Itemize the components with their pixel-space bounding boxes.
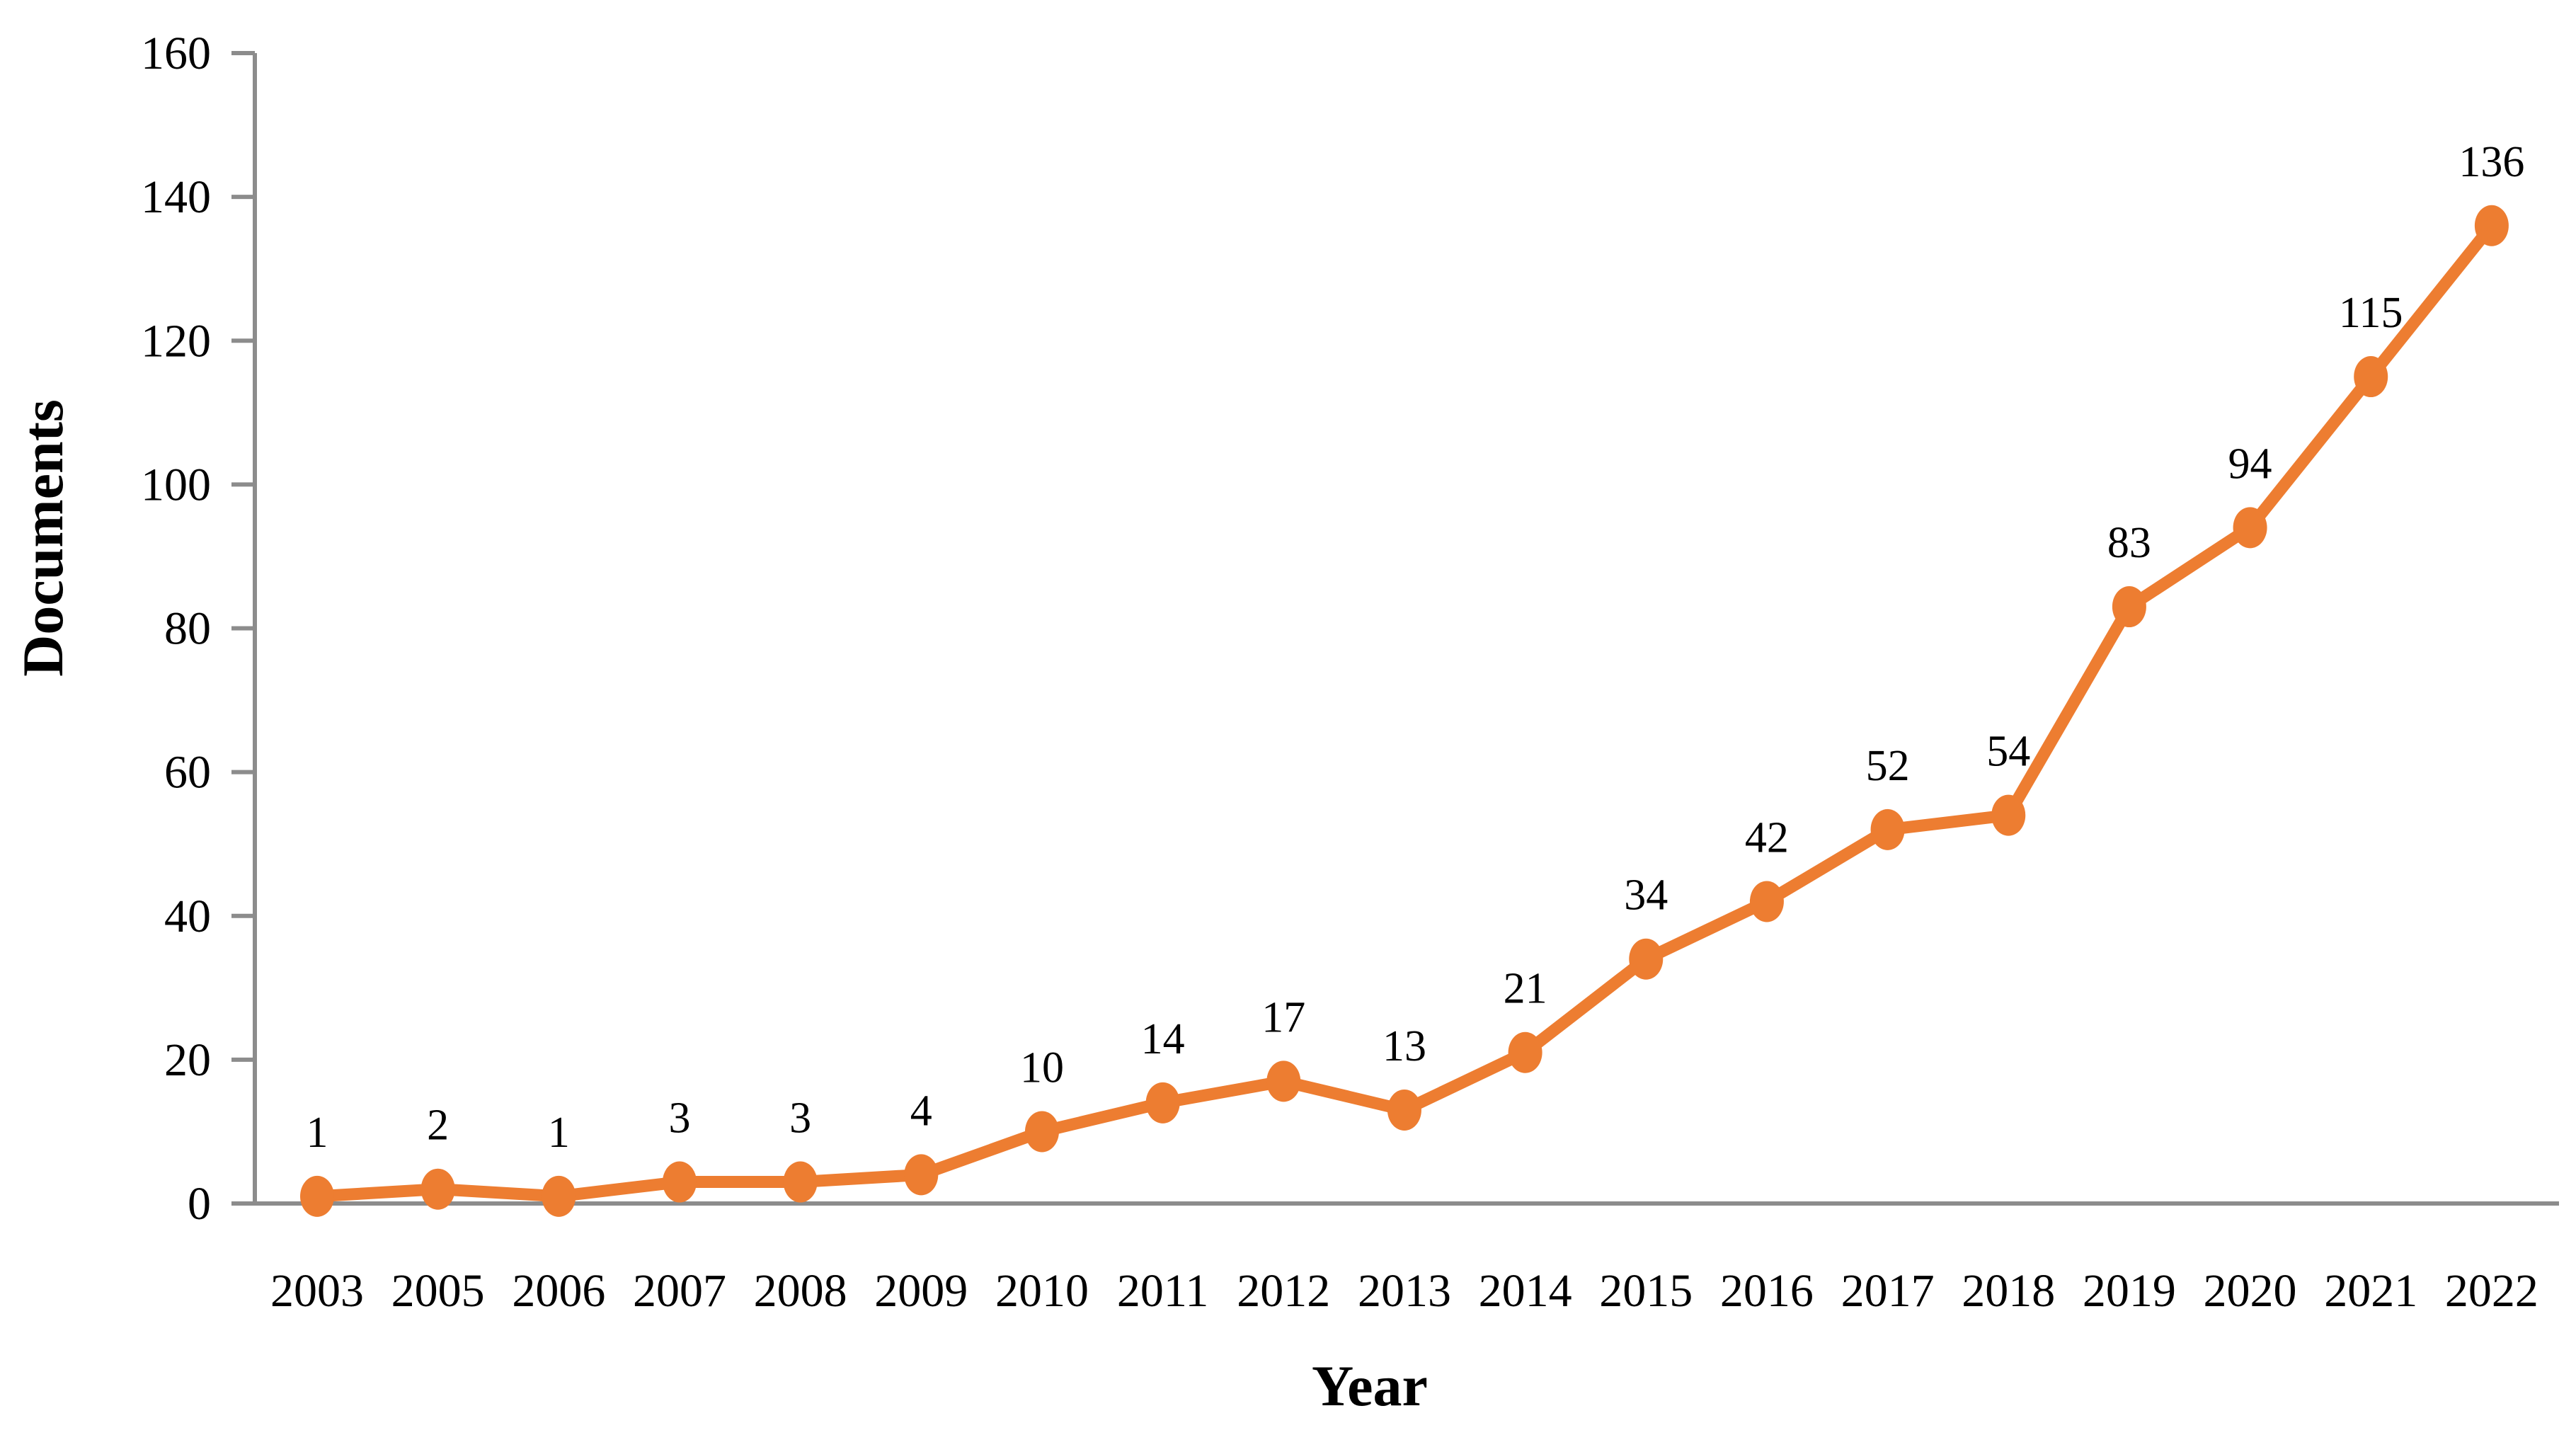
data-point-2021 (2354, 356, 2388, 398)
data-label-2022: 136 (2458, 138, 2524, 186)
y-tick-label-60: 60 (164, 747, 211, 799)
x-tick-label-2018: 2018 (1962, 1265, 2055, 1317)
data-label-2019: 83 (2107, 519, 2151, 567)
data-point-2005 (420, 1168, 455, 1210)
data-point-2012 (1266, 1060, 1301, 1102)
x-tick-label-2003: 2003 (270, 1265, 364, 1317)
data-label-2021: 115 (2339, 289, 2403, 337)
y-tick-label-80: 80 (164, 603, 211, 655)
x-tick-label-2021: 2021 (2324, 1265, 2417, 1317)
x-tick-label-2008: 2008 (754, 1265, 847, 1317)
y-tick-label-120: 120 (141, 315, 211, 367)
x-tick-label-2010: 2010 (995, 1265, 1089, 1317)
y-axis-title: Documents (11, 399, 75, 677)
data-label-2009: 4 (910, 1087, 932, 1135)
data-point-2011 (1145, 1082, 1180, 1124)
x-tick-label-2013: 2013 (1358, 1265, 1451, 1317)
data-label-2018: 54 (1986, 728, 2030, 776)
data-label-2013: 13 (1383, 1022, 1426, 1070)
y-tick-label-20: 20 (164, 1034, 211, 1086)
data-point-2006 (542, 1175, 576, 1217)
y-tick-label-160: 160 (141, 28, 211, 79)
data-point-2018 (1991, 794, 2026, 836)
data-label-2014: 21 (1504, 965, 1547, 1013)
x-axis-title: Year (1312, 1354, 1428, 1418)
x-tick-label-2020: 2020 (2204, 1265, 2297, 1317)
data-label-2006: 1 (548, 1109, 570, 1157)
data-label-2007: 3 (668, 1094, 690, 1143)
plot-layer: 0 20 40 60 80 100 120 140 160 2003 2005 2006 2007 200… (141, 28, 2559, 1317)
x-tick-label-2007: 2007 (633, 1265, 726, 1317)
x-tick-label-2006: 2006 (512, 1265, 605, 1317)
data-point-2008 (783, 1161, 818, 1203)
x-tick-label-2019: 2019 (2083, 1265, 2176, 1317)
data-label-2012: 17 (1261, 993, 1305, 1041)
data-label-2016: 42 (1745, 813, 1789, 862)
x-tick-label-2012: 2012 (1237, 1265, 1330, 1317)
data-label-2011: 14 (1141, 1015, 1185, 1063)
data-label-2008: 3 (789, 1094, 811, 1143)
data-point-2003 (300, 1175, 334, 1217)
data-point-2007 (662, 1161, 697, 1203)
y-tick-label-140: 140 (141, 171, 211, 223)
data-point-2020 (2233, 507, 2267, 549)
data-point-2010 (1024, 1111, 1059, 1153)
x-tick-label-2017: 2017 (1841, 1265, 1935, 1317)
data-point-2017 (1870, 808, 1905, 850)
y-tick-label-0: 0 (188, 1178, 211, 1230)
data-label-2010: 10 (1020, 1044, 1064, 1092)
x-tick-label-2022: 2022 (2445, 1265, 2538, 1317)
y-tick-label-40: 40 (164, 891, 211, 942)
data-point-2022 (2474, 205, 2509, 246)
data-label-2020: 94 (2228, 440, 2272, 488)
data-point-2016 (1749, 881, 1784, 922)
data-point-2009 (904, 1154, 939, 1196)
x-tick-label-2015: 2015 (1599, 1265, 1693, 1317)
data-label-2005: 2 (427, 1102, 449, 1150)
data-label-2017: 52 (1866, 742, 1910, 790)
data-point-2015 (1629, 938, 1664, 980)
data-point-2019 (2112, 586, 2146, 628)
x-tick-label-2014: 2014 (1479, 1265, 1572, 1317)
data-point-2013 (1387, 1089, 1421, 1131)
data-label-2003: 1 (307, 1109, 328, 1157)
y-tick-label-100: 100 (141, 459, 211, 510)
data-point-2014 (1508, 1031, 1542, 1073)
x-tick-label-2011: 2011 (1117, 1265, 1209, 1317)
x-tick-label-2009: 2009 (874, 1265, 968, 1317)
x-tick-label-2016: 2016 (1720, 1265, 1814, 1317)
x-tick-label-2005: 2005 (391, 1265, 485, 1317)
data-label-2015: 34 (1624, 871, 1668, 920)
